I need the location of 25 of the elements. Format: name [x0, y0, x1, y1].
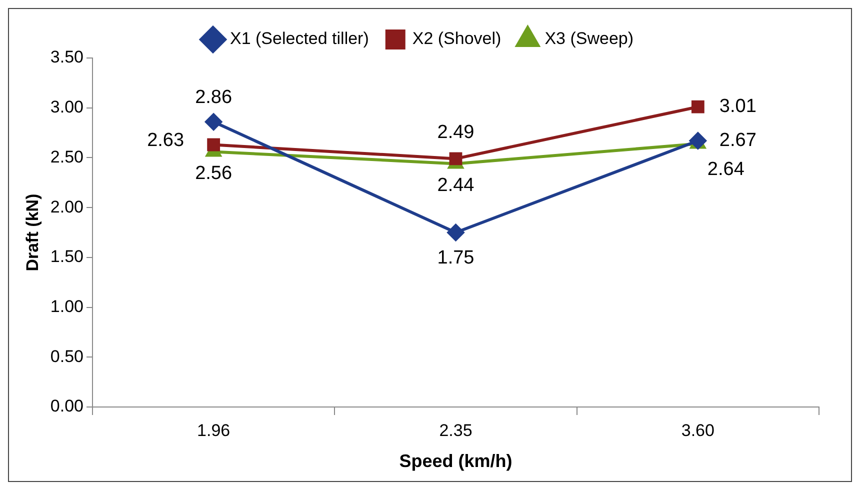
legend-label: X1 (Selected tiller) [230, 29, 369, 48]
data-label: 2.49 [437, 122, 474, 143]
y-tick-label: 2.50 [50, 147, 84, 166]
y-tick-label: 3.00 [50, 98, 84, 117]
data-label: 2.67 [719, 130, 756, 151]
data-label: 1.75 [437, 248, 474, 269]
y-tick-label: 0.50 [50, 346, 84, 366]
x-tick-label: 2.35 [439, 420, 472, 440]
data-label: 2.56 [195, 162, 232, 184]
y-tick-label: 2.00 [50, 197, 84, 216]
data-label: 2.63 [147, 130, 184, 151]
y-tick-label: 1.00 [50, 296, 84, 316]
data-label: 2.44 [437, 174, 475, 196]
data-label: 3.01 [719, 96, 756, 118]
data-label: 2.86 [195, 87, 232, 108]
y-tick-label: 3.50 [50, 48, 84, 67]
y-tick-label: 1.50 [50, 247, 84, 266]
legend-label: X2 (Shovel) [412, 29, 502, 48]
x-tick-label: 1.96 [197, 420, 230, 440]
x-tick-label: 3.60 [681, 420, 714, 440]
x-axis-title: Speed (km/h) [399, 451, 512, 472]
data-label: 2.64 [707, 158, 745, 180]
y-tick-label: 0.00 [50, 396, 84, 416]
y-axis-title: Draft (kN) [22, 194, 42, 272]
legend-label: X3 (Sweep) [544, 29, 634, 48]
